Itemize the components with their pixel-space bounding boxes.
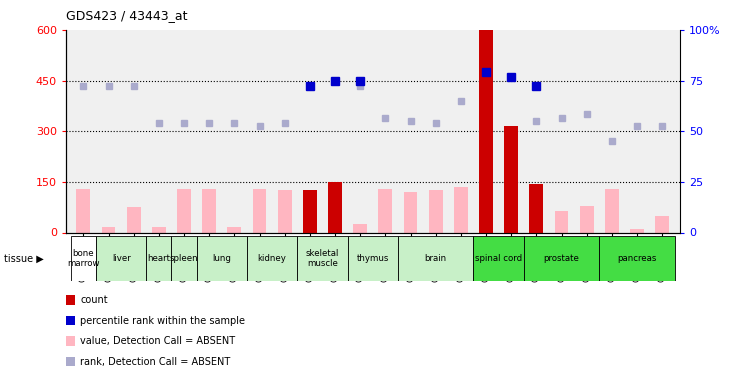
Text: bone
marrow: bone marrow [67,249,99,268]
Text: spleen: spleen [170,254,198,263]
Bar [303,190,317,232]
Bar [102,227,115,232]
Text: liver: liver [112,254,131,263]
Text: tissue ▶: tissue ▶ [4,254,43,264]
Text: pancreas: pancreas [618,254,656,263]
Text: lung: lung [213,254,231,263]
Bar [197,236,247,281]
Bar [328,222,342,232]
Bar [71,236,96,281]
Bar [504,128,518,232]
Bar [202,189,216,232]
Bar [479,30,493,232]
Text: percentile rank within the sample: percentile rank within the sample [80,316,246,326]
Text: heart: heart [148,254,170,263]
Text: prostate: prostate [544,254,580,263]
Text: value, Detection Call = ABSENT: value, Detection Call = ABSENT [80,336,235,346]
Bar [126,207,140,232]
Bar [177,189,191,232]
Bar [253,189,267,232]
Text: skeletal
muscle: skeletal muscle [306,249,339,268]
Bar [353,224,367,232]
Text: rank, Detection Call = ABSENT: rank, Detection Call = ABSENT [80,357,231,367]
Bar [146,236,172,281]
Bar [172,236,197,281]
Bar [474,236,524,281]
Bar [96,236,146,281]
Bar [599,236,675,281]
Bar [429,190,443,232]
Bar [404,192,417,232]
Bar [630,229,644,232]
Bar [454,187,468,232]
Text: count: count [80,295,108,305]
Bar [655,216,669,232]
Bar [580,206,594,232]
Text: GDS423 / 43443_at: GDS423 / 43443_at [66,9,187,22]
Bar [247,236,298,281]
Text: kidney: kidney [258,254,287,263]
Bar [278,190,292,232]
Bar [529,184,543,232]
Bar [227,227,241,232]
Bar [398,236,474,281]
Bar [605,189,619,232]
Text: spinal cord: spinal cord [475,254,522,263]
Bar [152,227,166,232]
Bar [524,236,599,281]
Bar [379,189,393,232]
Bar [77,189,91,232]
Text: brain: brain [425,254,447,263]
Bar [328,182,342,232]
Bar [529,184,543,232]
Text: thymus: thymus [357,254,389,263]
Bar [348,236,398,281]
Bar [555,211,569,232]
Bar [303,222,317,232]
Bar [504,126,518,232]
Bar [298,236,348,281]
